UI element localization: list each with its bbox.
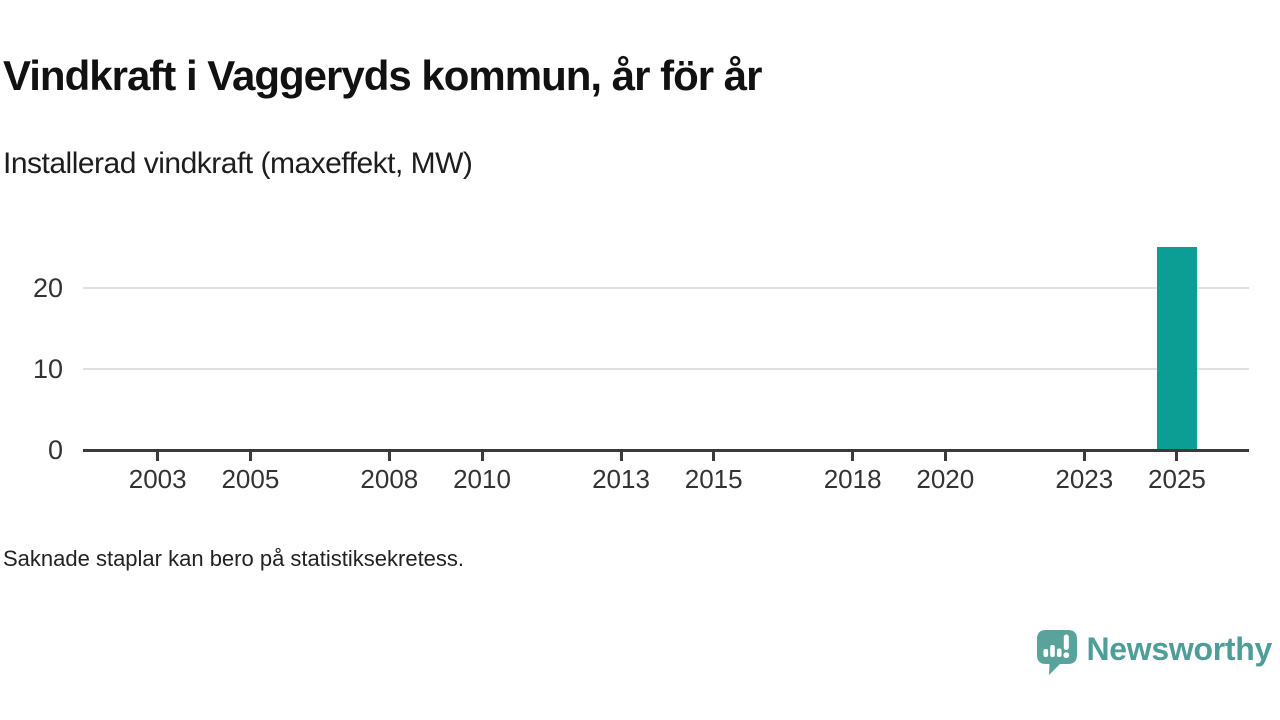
grid-line-20 [83, 286, 1249, 289]
x-axis-label-2008: 2008 [360, 464, 419, 494]
bar-2025 [1156, 247, 1197, 450]
y-axis-label-10: 10 [32, 353, 63, 384]
x-axis-tick-2023 [1082, 452, 1086, 461]
x-axis-label-2025: 2025 [1148, 464, 1206, 494]
grid-line-10 [83, 367, 1249, 370]
y-axis-label-0: 0 [47, 435, 63, 465]
x-axis-label-2023: 2023 [1055, 464, 1114, 494]
x-axis-tick-2018 [851, 452, 855, 461]
x-axis-tick-2003 [156, 452, 160, 461]
x-axis-label-2010: 2010 [453, 464, 511, 494]
x-axis-tick-2025 [1175, 452, 1179, 461]
x-axis-label-2013: 2013 [592, 464, 650, 494]
x-axis-label-2003: 2003 [128, 464, 187, 494]
x-axis-tick-2015 [712, 452, 716, 461]
x-axis-label-2015: 2015 [684, 464, 743, 494]
y-axis-label-20: 20 [32, 272, 63, 303]
brand-lockup: Newsworthy [1035, 628, 1273, 676]
x-axis-label-2018: 2018 [823, 464, 882, 494]
x-axis-label-2020: 2020 [916, 464, 975, 494]
x-axis-tick-2008 [387, 452, 391, 461]
brand-name: Newsworthy [1086, 631, 1273, 667]
x-axis-tick-2013 [619, 452, 623, 461]
newsworthy-logo-icon [1035, 628, 1079, 676]
x-axis-line [83, 449, 1249, 452]
chart-subtitle: Installerad vindkraft (maxeffekt, MW) [3, 147, 473, 180]
x-axis-tick-2005 [248, 452, 252, 461]
x-axis-tick-2020 [943, 452, 947, 461]
chart-title: Vindkraft i Vaggeryds kommun, år för år [3, 52, 762, 99]
x-axis-label-2005: 2005 [221, 464, 280, 494]
x-axis-tick-2010 [480, 452, 484, 461]
footnote: Saknade staplar kan bero på statistiksek… [3, 546, 465, 571]
